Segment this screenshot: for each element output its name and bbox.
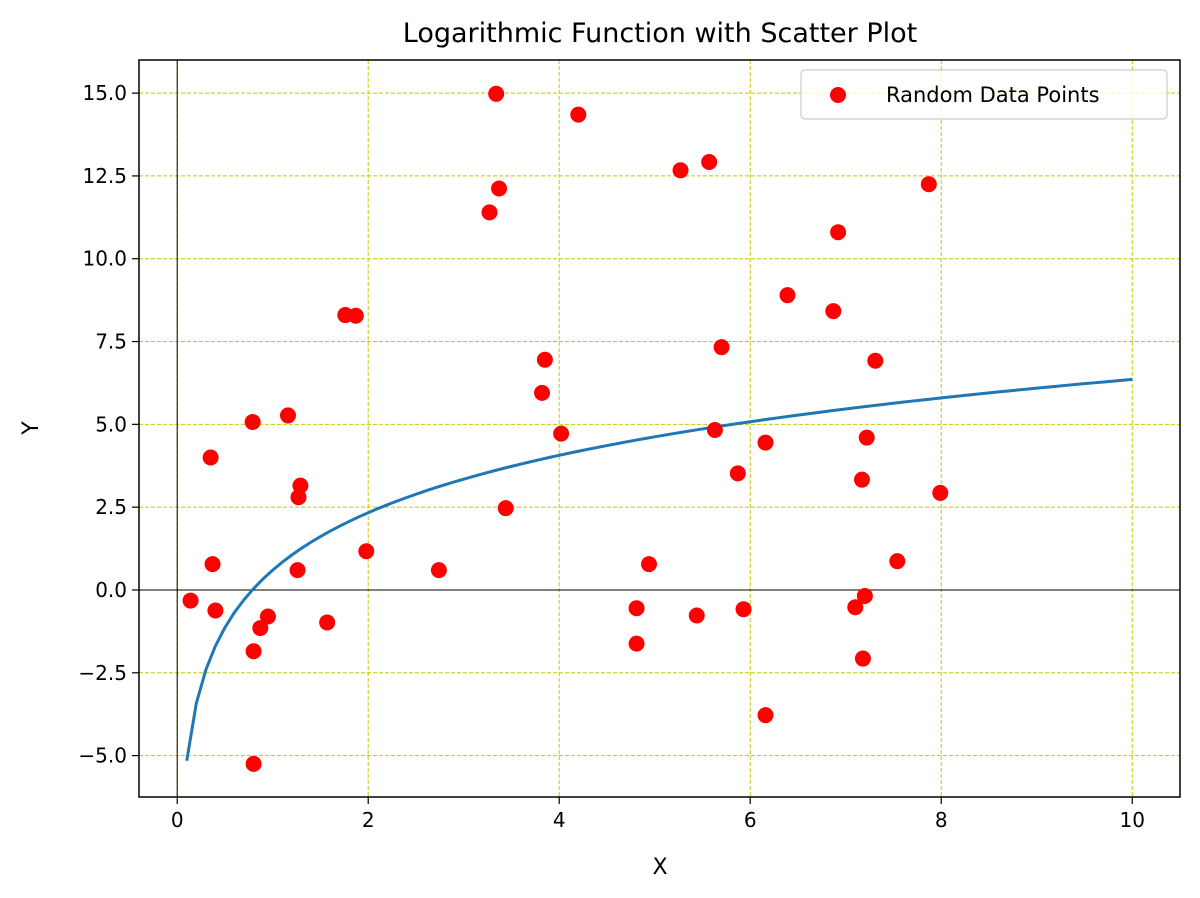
x-tick-label: 4 xyxy=(553,808,566,832)
scatter-point xyxy=(858,429,875,446)
scatter-point xyxy=(757,707,774,724)
y-tick-label: 2.5 xyxy=(95,495,127,519)
y-tick-label: −5.0 xyxy=(78,744,127,768)
scatter-point xyxy=(856,587,873,604)
x-tick-label: 6 xyxy=(744,808,757,832)
x-axis-label: X xyxy=(652,855,667,880)
data-points xyxy=(182,85,949,772)
scatter-point xyxy=(207,602,224,619)
scatter-point xyxy=(534,384,551,401)
scatter-point xyxy=(854,650,871,667)
x-tick-label: 0 xyxy=(171,808,184,832)
scatter-point xyxy=(279,407,296,424)
scatter-point xyxy=(289,562,306,579)
scatter-point xyxy=(628,600,645,617)
scatter-point xyxy=(245,755,262,772)
scatter-point xyxy=(672,162,689,179)
y-tick-label: 7.5 xyxy=(95,330,127,354)
scatter-point xyxy=(570,106,587,123)
scatter-point xyxy=(889,553,906,570)
scatter-point xyxy=(319,614,336,631)
y-tick-label: −2.5 xyxy=(78,661,127,685)
y-axis-ticks: −5.0 −2.5 0.0 2.5 5.0 7.5 10.0 12.5 15.0 xyxy=(78,81,139,768)
chart-title: Logarithmic Function with Scatter Plot xyxy=(403,18,917,49)
scatter-point xyxy=(347,307,364,324)
scatter-point xyxy=(553,425,570,442)
scatter-point xyxy=(481,204,498,221)
scatter-point xyxy=(204,556,221,573)
scatter-point xyxy=(430,562,447,579)
y-tick-label: 12.5 xyxy=(82,164,127,188)
plot-frame xyxy=(138,59,1181,798)
curve-layer xyxy=(185,377,1133,762)
x-tick-label: 8 xyxy=(935,808,948,832)
scatter-point xyxy=(729,465,746,482)
scatter-point xyxy=(853,471,870,488)
y-axis-label: Y xyxy=(19,421,44,436)
legend: Random Data Points xyxy=(800,69,1168,120)
scatter-point xyxy=(536,351,553,368)
scatter-point xyxy=(779,287,796,304)
x-tick-label: 10 xyxy=(1120,808,1145,832)
scatter-point xyxy=(259,608,276,625)
x-tick-label: 2 xyxy=(362,808,375,832)
x-axis-ticks: 0 2 4 6 8 10 xyxy=(171,797,1145,832)
scatter-point xyxy=(825,303,842,320)
y-tick-label: 5.0 xyxy=(95,412,127,436)
scatter-point xyxy=(628,635,645,652)
scatter-point xyxy=(202,449,219,466)
scatter-point xyxy=(713,339,730,356)
scatter-point xyxy=(252,620,269,637)
y-tick-label: 15.0 xyxy=(82,81,127,105)
scatter-point xyxy=(491,180,508,197)
scatter-point xyxy=(182,592,199,609)
scatter-point xyxy=(245,643,262,660)
scatter-point xyxy=(867,352,884,369)
legend-box xyxy=(800,69,1168,120)
scatter-point xyxy=(757,434,774,451)
scatter-point xyxy=(497,500,514,517)
y-tick-label: 10.0 xyxy=(82,247,127,271)
scatter-point xyxy=(920,176,937,193)
legend-marker xyxy=(830,87,846,103)
scatter-point xyxy=(488,85,505,102)
legend-label: Random Data Points xyxy=(886,83,1100,107)
scatter-point xyxy=(735,601,752,618)
scatter-point xyxy=(706,421,723,438)
scatter-point xyxy=(830,224,847,241)
scatter-point xyxy=(640,556,657,573)
log-curve xyxy=(185,377,1133,762)
scatter-point xyxy=(701,154,718,171)
scatter-point xyxy=(847,599,864,616)
zero-lines xyxy=(139,60,1180,797)
scatter-point xyxy=(244,414,261,431)
y-tick-label: 0.0 xyxy=(95,578,127,602)
scatter-point xyxy=(932,484,949,501)
scatter-point xyxy=(292,477,309,494)
scatter-point xyxy=(688,607,705,624)
scatter-point xyxy=(358,543,375,560)
